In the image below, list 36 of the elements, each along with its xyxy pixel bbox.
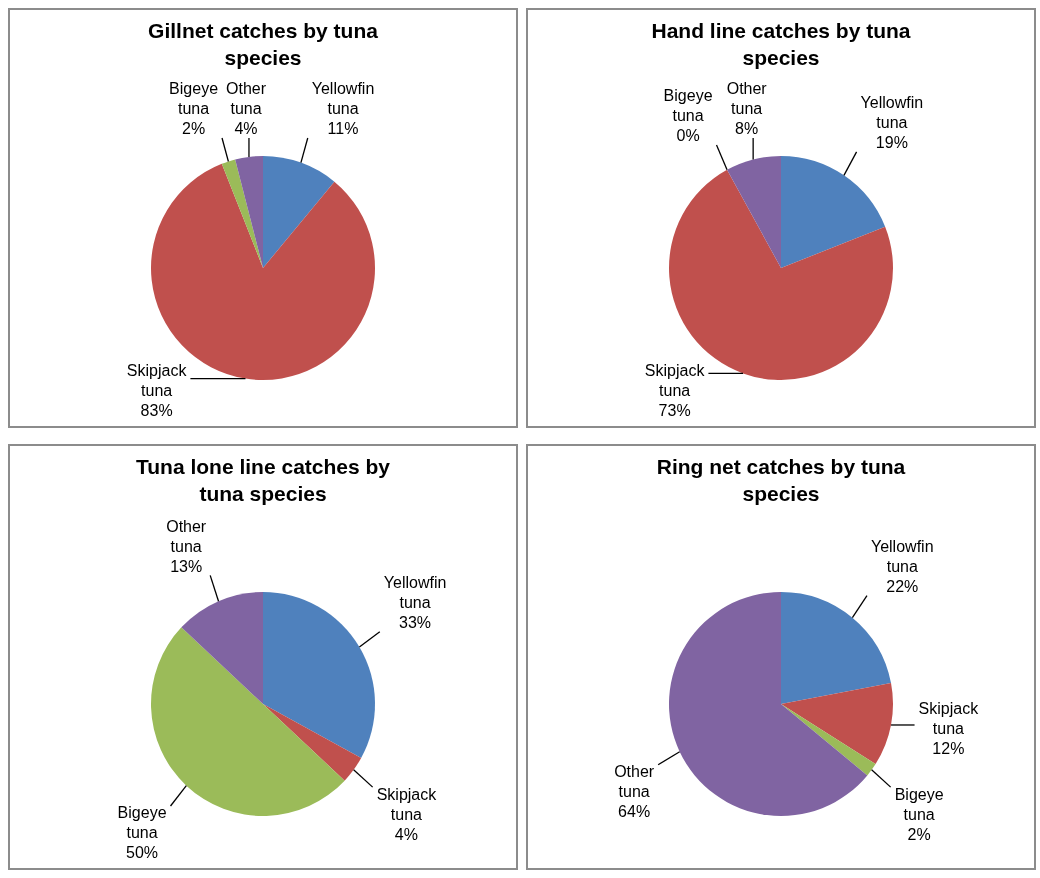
text: 0% xyxy=(676,127,700,145)
chart-title: Tuna lone line catches by tuna species xyxy=(135,455,391,506)
chart-title: Ring net catches by tuna species xyxy=(656,455,906,506)
slice-label: Bigeye tuna xyxy=(169,80,219,118)
slice-label: Skipjack tuna xyxy=(126,362,188,400)
slice-label: Skipjack tuna xyxy=(376,785,438,823)
data-label: 11% xyxy=(327,120,359,138)
category-label: Bigeye tuna xyxy=(663,87,713,125)
data-label: 4% xyxy=(234,120,258,138)
data-label: 19% xyxy=(875,134,908,152)
slice-label: Other tuna xyxy=(226,80,267,118)
data-label: 50% xyxy=(126,844,159,862)
data-label: 64% xyxy=(618,803,651,821)
slice-label: Other tuna xyxy=(166,517,207,555)
slice-label: Bigeye tuna xyxy=(117,804,167,842)
data-label: 2% xyxy=(907,825,931,843)
data-label: 8% xyxy=(735,120,759,138)
slice-label: Yellowfin tuna xyxy=(870,538,934,576)
data-label: 83% xyxy=(140,402,173,420)
data-label: 13% xyxy=(170,557,203,575)
data-label: 33% xyxy=(399,614,432,632)
slice-label: Other tuna xyxy=(726,80,768,118)
slice-label: Skipjack tuna xyxy=(918,700,980,738)
slice-label: Yellowfin tuna xyxy=(860,94,924,132)
slice-label: Yellowfin tuna xyxy=(311,80,375,118)
data-label: 12% xyxy=(932,740,965,758)
slice-label: Skipjack tuna xyxy=(644,362,706,400)
data-label: 22% xyxy=(886,578,919,596)
chart-title: Hand line catches by tuna species xyxy=(651,19,911,70)
data-label: 73% xyxy=(658,402,691,420)
slice-label: Other tuna xyxy=(614,763,655,801)
slice-label: Yellowfin tuna xyxy=(383,574,447,612)
data-label: 2% xyxy=(182,120,206,138)
data-label: 4% xyxy=(394,825,418,843)
slice-label: Bigeye tuna xyxy=(894,785,944,823)
chart-title: Gillnet catches by tuna species xyxy=(148,19,379,70)
